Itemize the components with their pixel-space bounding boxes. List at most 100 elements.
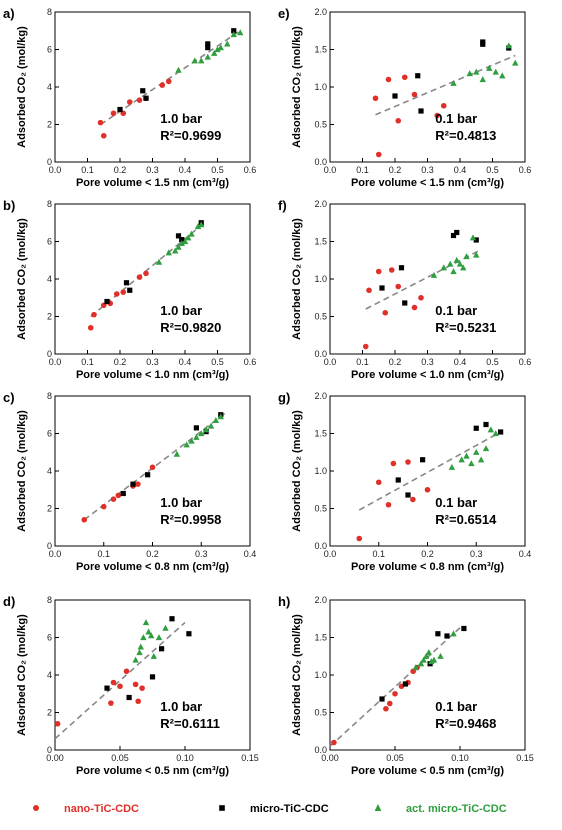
point-nano-tic-cdc bbox=[418, 294, 424, 301]
point-act-micro-tic-cdc bbox=[456, 260, 464, 267]
point-nano-tic-cdc bbox=[135, 698, 141, 705]
point-micro-tic-cdc bbox=[454, 229, 460, 236]
point-act-micro-tic-cdc bbox=[202, 426, 210, 433]
point-act-micro-tic-cdc bbox=[450, 79, 457, 86]
point-micro-tic-cdc bbox=[104, 685, 110, 691]
point-nano-tic-cdc bbox=[424, 486, 431, 493]
x-tick-label: 0.10 bbox=[176, 753, 194, 763]
y-tick-label: 8 bbox=[47, 7, 52, 17]
point-micro-tic-cdc bbox=[415, 73, 421, 79]
x-tick-label: 0.1 bbox=[81, 357, 94, 367]
legend-label: act. micro-TiC-CDC bbox=[406, 803, 507, 815]
point-nano-tic-cdc bbox=[113, 291, 120, 297]
point-act-micro-tic-cdc bbox=[217, 44, 224, 51]
y-tick-label: 0 bbox=[47, 157, 52, 167]
y-tick-label: 6 bbox=[47, 429, 52, 439]
y-tick-label: 4 bbox=[47, 670, 52, 680]
x-tick-label: 0.5 bbox=[486, 165, 499, 175]
legend-marker-act bbox=[374, 804, 382, 811]
regression-line bbox=[100, 30, 241, 126]
point-nano-tic-cdc bbox=[385, 501, 392, 508]
point-act-micro-tic-cdc bbox=[492, 430, 499, 437]
point-nano-tic-cdc bbox=[375, 151, 382, 158]
point-micro-tic-cdc bbox=[120, 490, 126, 497]
panel-label: a) bbox=[3, 6, 15, 21]
y-tick-label: 1.5 bbox=[314, 237, 327, 247]
point-micro-tic-cdc bbox=[126, 694, 132, 701]
point-nano-tic-cdc bbox=[440, 102, 447, 109]
point-act-micro-tic-cdc bbox=[420, 656, 427, 663]
point-act-micro-tic-cdc bbox=[512, 59, 519, 66]
point-micro-tic-cdc bbox=[175, 233, 182, 239]
r2-annotation: R²=0.5231 bbox=[435, 320, 496, 335]
point-act-micro-tic-cdc bbox=[150, 652, 157, 659]
x-tick-label: 0.2 bbox=[114, 357, 127, 367]
x-axis-label: Pore volume < 1.0 nm (cm³/g) bbox=[76, 369, 229, 381]
r2-annotation: R²=0.4813 bbox=[435, 128, 496, 143]
point-act-micro-tic-cdc bbox=[188, 437, 195, 444]
x-tick-label: 0.0 bbox=[324, 549, 337, 559]
point-nano-tic-cdc bbox=[126, 99, 133, 105]
y-tick-label: 0.0 bbox=[314, 745, 327, 755]
x-tick-label: 0.05 bbox=[386, 753, 404, 763]
point-nano-tic-cdc bbox=[81, 516, 88, 523]
y-tick-label: 1.5 bbox=[314, 633, 327, 643]
point-micro-tic-cdc bbox=[104, 298, 110, 305]
point-micro-tic-cdc bbox=[130, 481, 136, 487]
point-act-micro-tic-cdc bbox=[188, 230, 195, 237]
point-act-micro-tic-cdc bbox=[198, 57, 205, 64]
y-tick-label: 6 bbox=[47, 237, 52, 247]
x-tick-label: 0.00 bbox=[46, 753, 64, 763]
point-act-micro-tic-cdc bbox=[193, 433, 200, 440]
y-tick-label: 6 bbox=[47, 633, 52, 643]
point-micro-tic-cdc bbox=[435, 631, 441, 637]
r2-annotation: R²=0.9468 bbox=[435, 716, 496, 731]
point-micro-tic-cdc bbox=[123, 280, 130, 286]
point-act-micro-tic-cdc bbox=[148, 632, 155, 639]
point-act-micro-tic-cdc bbox=[425, 649, 432, 656]
panel-label: h) bbox=[278, 594, 290, 609]
legend-label: nano-TiC-CDC bbox=[64, 803, 139, 815]
pressure-annotation: 1.0 bar bbox=[160, 303, 202, 318]
point-act-micro-tic-cdc bbox=[224, 40, 231, 47]
point-nano-tic-cdc bbox=[362, 343, 369, 350]
point-micro-tic-cdc bbox=[169, 616, 175, 622]
x-tick-label: 0.6 bbox=[519, 165, 532, 175]
r2-annotation: R²=0.9699 bbox=[160, 128, 221, 143]
point-micro-tic-cdc bbox=[145, 472, 151, 478]
x-axis-label: Pore volume < 1.0 nm (cm³/g) bbox=[351, 369, 504, 381]
panel-label: e) bbox=[278, 6, 290, 21]
point-act-micro-tic-cdc bbox=[237, 29, 244, 36]
x-tick-label: 0.1 bbox=[356, 357, 369, 367]
point-nano-tic-cdc bbox=[383, 705, 389, 712]
point-act-micro-tic-cdc bbox=[463, 253, 470, 260]
point-nano-tic-cdc bbox=[110, 110, 117, 117]
pressure-annotation: 1.0 bar bbox=[160, 495, 202, 510]
point-micro-tic-cdc bbox=[149, 674, 156, 680]
regression-line bbox=[54, 621, 186, 740]
regression-line bbox=[358, 431, 502, 511]
chart-panel: c) 0.0 0.1 0.2 0.3 0.4 0 2 4 6 8 Pore volume < 0.8 … bbox=[3, 390, 256, 573]
point-act-micro-tic-cdc bbox=[453, 256, 460, 263]
point-nano-tic-cdc bbox=[390, 460, 397, 467]
x-tick-label: 0.5 bbox=[486, 357, 499, 367]
point-act-micro-tic-cdc bbox=[430, 271, 438, 278]
point-act-micro-tic-cdc bbox=[136, 649, 143, 656]
point-nano-tic-cdc bbox=[411, 304, 418, 311]
point-micro-tic-cdc bbox=[420, 457, 426, 463]
chart-panel: d) 0.00 0.05 0.10 0.15 0 2 4 6 8 Pore volume < 0.5… bbox=[3, 594, 259, 777]
point-act-micro-tic-cdc bbox=[214, 46, 221, 53]
point-micro-tic-cdc bbox=[461, 625, 467, 632]
point-nano-tic-cdc bbox=[392, 690, 398, 697]
y-tick-label: 2.0 bbox=[314, 391, 327, 401]
point-nano-tic-cdc bbox=[385, 76, 392, 83]
y-axis-label: Adsorbed CO₂ (mol/kg) bbox=[291, 26, 303, 148]
r2-annotation: R²=0.9958 bbox=[160, 512, 221, 527]
point-nano-tic-cdc bbox=[356, 535, 363, 542]
point-micro-tic-cdc bbox=[379, 285, 385, 291]
x-tick-label: 0.4 bbox=[454, 165, 467, 175]
point-act-micro-tic-cdc bbox=[207, 422, 215, 429]
point-act-micro-tic-cdc bbox=[437, 652, 444, 659]
point-nano-tic-cdc bbox=[395, 283, 402, 290]
x-axis-label: Pore volume < 0.8 nm (cm³/g) bbox=[351, 561, 504, 573]
